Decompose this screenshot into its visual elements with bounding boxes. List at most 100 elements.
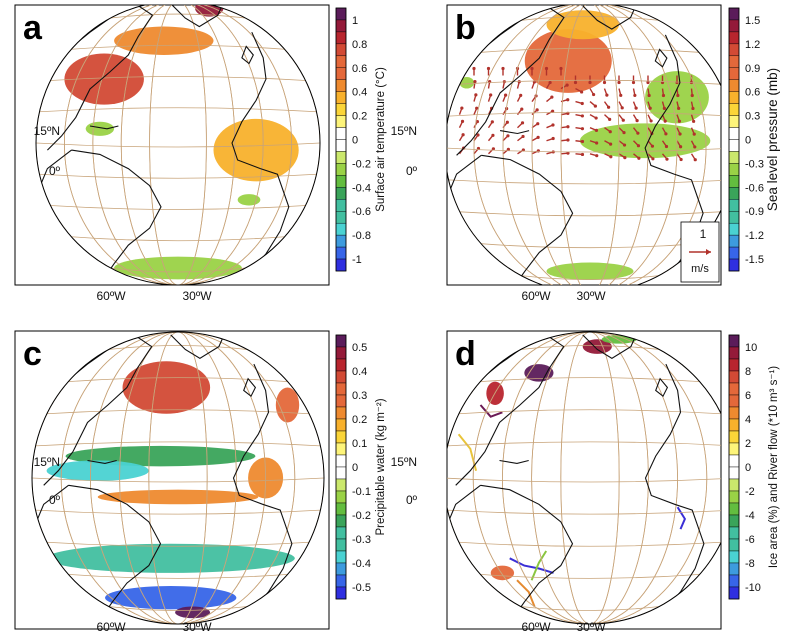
colorbar-tick-label: -0.9 <box>745 206 764 218</box>
colorbar-segment <box>728 370 740 384</box>
wind-vector-head <box>664 144 669 149</box>
wind-vector-head <box>679 145 683 149</box>
map-area <box>447 331 721 625</box>
meridian-line <box>472 332 708 624</box>
colorbar-segment <box>728 127 740 140</box>
colorbar-segment <box>335 574 347 588</box>
wind-vector-head <box>491 133 495 137</box>
colorbar-segment <box>728 79 740 92</box>
coastline <box>480 484 574 618</box>
coastline <box>68 484 162 618</box>
colorbar-title: Surface air temperature (°C) <box>375 67 387 212</box>
wind-vector-head <box>506 134 510 138</box>
colorbar-segment <box>335 55 347 68</box>
colorbar-segment <box>728 258 740 272</box>
colorbar-tick-label: -0.1 <box>352 486 371 498</box>
colorbar-tick-label: -0.8 <box>352 230 371 242</box>
colorbar-segment <box>335 222 347 236</box>
globe <box>32 332 324 624</box>
colorbar-tick-label: 1.5 <box>745 15 760 27</box>
colorbar-segment <box>728 538 740 552</box>
wind-vector-head <box>580 90 584 94</box>
colorbar-tick-label: 0 <box>352 135 358 147</box>
colorbar-tick-label: -0.3 <box>352 534 371 546</box>
colorbar-segment <box>335 246 347 260</box>
colorbar-tick-label: -2 <box>745 486 755 498</box>
panel-label: d <box>455 335 476 373</box>
latitude-label: 15ºN <box>34 455 60 469</box>
anomaly-region <box>546 262 634 280</box>
colorbar-tick-label: 1 <box>352 15 358 27</box>
colorbar-segment <box>335 562 347 576</box>
wind-vector-head <box>472 66 476 71</box>
colorbar-segment <box>728 115 740 128</box>
wind-vector-head <box>544 66 549 71</box>
wind-vector-head <box>651 157 655 161</box>
colorbar-segment <box>335 151 347 164</box>
wind-vector-head <box>665 157 669 161</box>
latitude-line <box>46 409 310 415</box>
coastline <box>499 459 529 464</box>
meridian-line <box>560 332 620 624</box>
river-line <box>516 579 536 607</box>
colorbar-tick-label: 0.4 <box>352 87 367 99</box>
wind-vector-head <box>530 66 534 71</box>
colorbar-segment <box>728 175 740 188</box>
colorbar-segment <box>728 151 740 164</box>
wind-vector-head <box>634 106 638 110</box>
colorbar-segment <box>728 394 740 408</box>
latitude-line <box>35 441 321 447</box>
anomaly-region <box>122 361 211 414</box>
colorbar-frame <box>728 7 740 272</box>
colorbar-segment <box>335 478 347 492</box>
map-area <box>31 331 325 625</box>
colorbar-tick-label: -0.2 <box>352 510 371 522</box>
colorbar-segment <box>335 442 347 456</box>
globe-outline <box>35 5 321 285</box>
wind-vector-head <box>608 130 612 134</box>
meridian-line <box>560 5 620 285</box>
colorbar-tick-label: -1.2 <box>745 230 764 242</box>
colorbar-tick-label: 0.5 <box>352 342 367 354</box>
wind-vector-head <box>520 121 525 125</box>
wind-vector-head <box>595 141 599 145</box>
wind-vector-head <box>475 106 479 110</box>
coastline <box>39 149 72 186</box>
colorbar-segment <box>335 406 347 420</box>
meridian-line <box>64 5 292 285</box>
colorbar-segment <box>335 79 347 92</box>
wind-vector-head <box>490 120 494 124</box>
latitude-line <box>46 541 310 547</box>
colorbar-tick-label: 0.6 <box>745 87 760 99</box>
colorbar-segment <box>728 7 740 21</box>
colorbar-segment <box>728 234 740 248</box>
wind-vector-head <box>566 125 570 129</box>
latitude-line <box>521 16 659 21</box>
meridian-line <box>90 332 266 624</box>
colorbar-tick-label: 0.2 <box>352 414 367 426</box>
colorbar-tick-label: -4 <box>745 510 755 522</box>
wind-vector-head <box>505 120 509 124</box>
wind-vector-head <box>501 66 505 71</box>
wind-vector-head <box>566 151 570 155</box>
coastline <box>452 5 565 156</box>
coastline <box>89 125 119 130</box>
wind-vector-head <box>692 132 696 136</box>
latitude-line <box>71 236 285 242</box>
wind-vector-head <box>489 93 493 97</box>
map-area <box>447 5 721 285</box>
wind-vector-head <box>580 152 585 157</box>
colorbar-segment <box>335 538 347 552</box>
globe <box>447 332 721 624</box>
wind-vector-head <box>594 128 599 132</box>
colorbar-segment <box>728 346 740 360</box>
colorbar-segment <box>335 19 347 33</box>
anomaly-region <box>459 76 474 89</box>
colorbar-tick-label: 0.2 <box>352 111 367 123</box>
coastline <box>582 5 637 30</box>
colorbar-segment <box>335 454 347 468</box>
colorbar-segment <box>335 7 347 21</box>
wind-vector-head <box>503 93 508 97</box>
latitude-line <box>36 142 320 148</box>
latitude-line <box>110 13 246 19</box>
